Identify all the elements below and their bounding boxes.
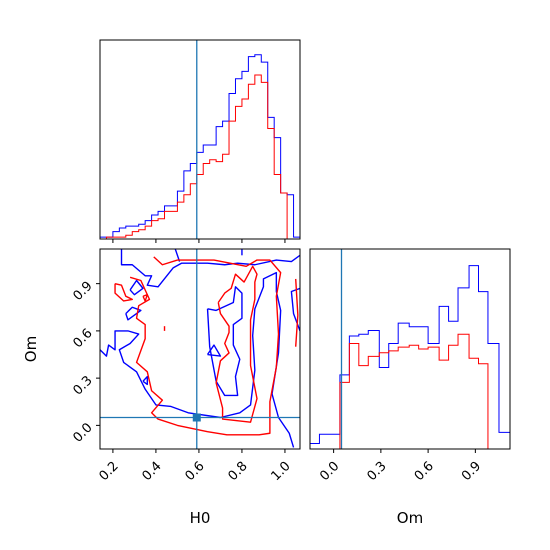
axes-frame bbox=[99, 248, 301, 450]
histogram-blue-series bbox=[310, 265, 510, 449]
x-tick-label-2: 0.6 bbox=[412, 459, 437, 484]
y-tick-label-0: 0.0 bbox=[70, 420, 95, 445]
y-tick-label-2: 0.6 bbox=[70, 326, 95, 351]
histogram-red-series bbox=[310, 333, 510, 449]
histogram-blue-series bbox=[100, 54, 300, 239]
contour-red-line-2 bbox=[129, 256, 282, 436]
contour-red-line-1 bbox=[142, 293, 149, 302]
histogram-red-series bbox=[100, 74, 300, 239]
panel-contour-h0-om: 0.2 0.4 0.6 0.8 1.0 0.0 0.3 0.6 0.9 H0 Om bbox=[22, 248, 301, 527]
contour-red-line-4 bbox=[215, 265, 258, 423]
x-axis-label-h0: H0 bbox=[190, 509, 211, 527]
y-tick-label-1: 0.3 bbox=[70, 373, 95, 398]
contour-red-line-0 bbox=[114, 282, 133, 302]
contour-blue-line-0 bbox=[120, 249, 300, 288]
y-tick-label-3: 0.9 bbox=[70, 279, 95, 304]
contour-blue-line-5 bbox=[125, 306, 142, 321]
axes-frame bbox=[99, 39, 301, 240]
contour-blue-line-3 bbox=[129, 279, 144, 296]
x-tick-label-3: 0.9 bbox=[459, 459, 484, 484]
x-tick-label-4: 1.0 bbox=[269, 459, 294, 484]
contour-blue-line-9 bbox=[290, 287, 300, 332]
contour-blue-line-6 bbox=[142, 375, 149, 386]
x-tick-label-1: 0.4 bbox=[139, 459, 164, 484]
panel-hist-h0 bbox=[99, 39, 301, 243]
x-tick-label-2: 0.6 bbox=[182, 459, 207, 484]
contour-red-line-5 bbox=[295, 278, 299, 347]
plot-area bbox=[100, 249, 300, 449]
plot-area bbox=[100, 40, 300, 239]
x-axis-label-om: Om bbox=[397, 509, 423, 527]
x-tick-label-0: 0.2 bbox=[96, 459, 121, 484]
contour-blue-line-8 bbox=[206, 286, 243, 397]
axes-frame bbox=[309, 248, 511, 450]
x-tick-label-3: 0.8 bbox=[226, 459, 251, 484]
y-axis-label-om: Om bbox=[22, 336, 40, 362]
plot-area bbox=[310, 249, 510, 449]
x-tick-label-0: 0.0 bbox=[317, 459, 342, 484]
panel-hist-om: 0.0 0.3 0.6 0.9 Om bbox=[309, 248, 511, 527]
truth-marker bbox=[192, 413, 201, 422]
x-tick-label-1: 0.3 bbox=[364, 459, 389, 484]
